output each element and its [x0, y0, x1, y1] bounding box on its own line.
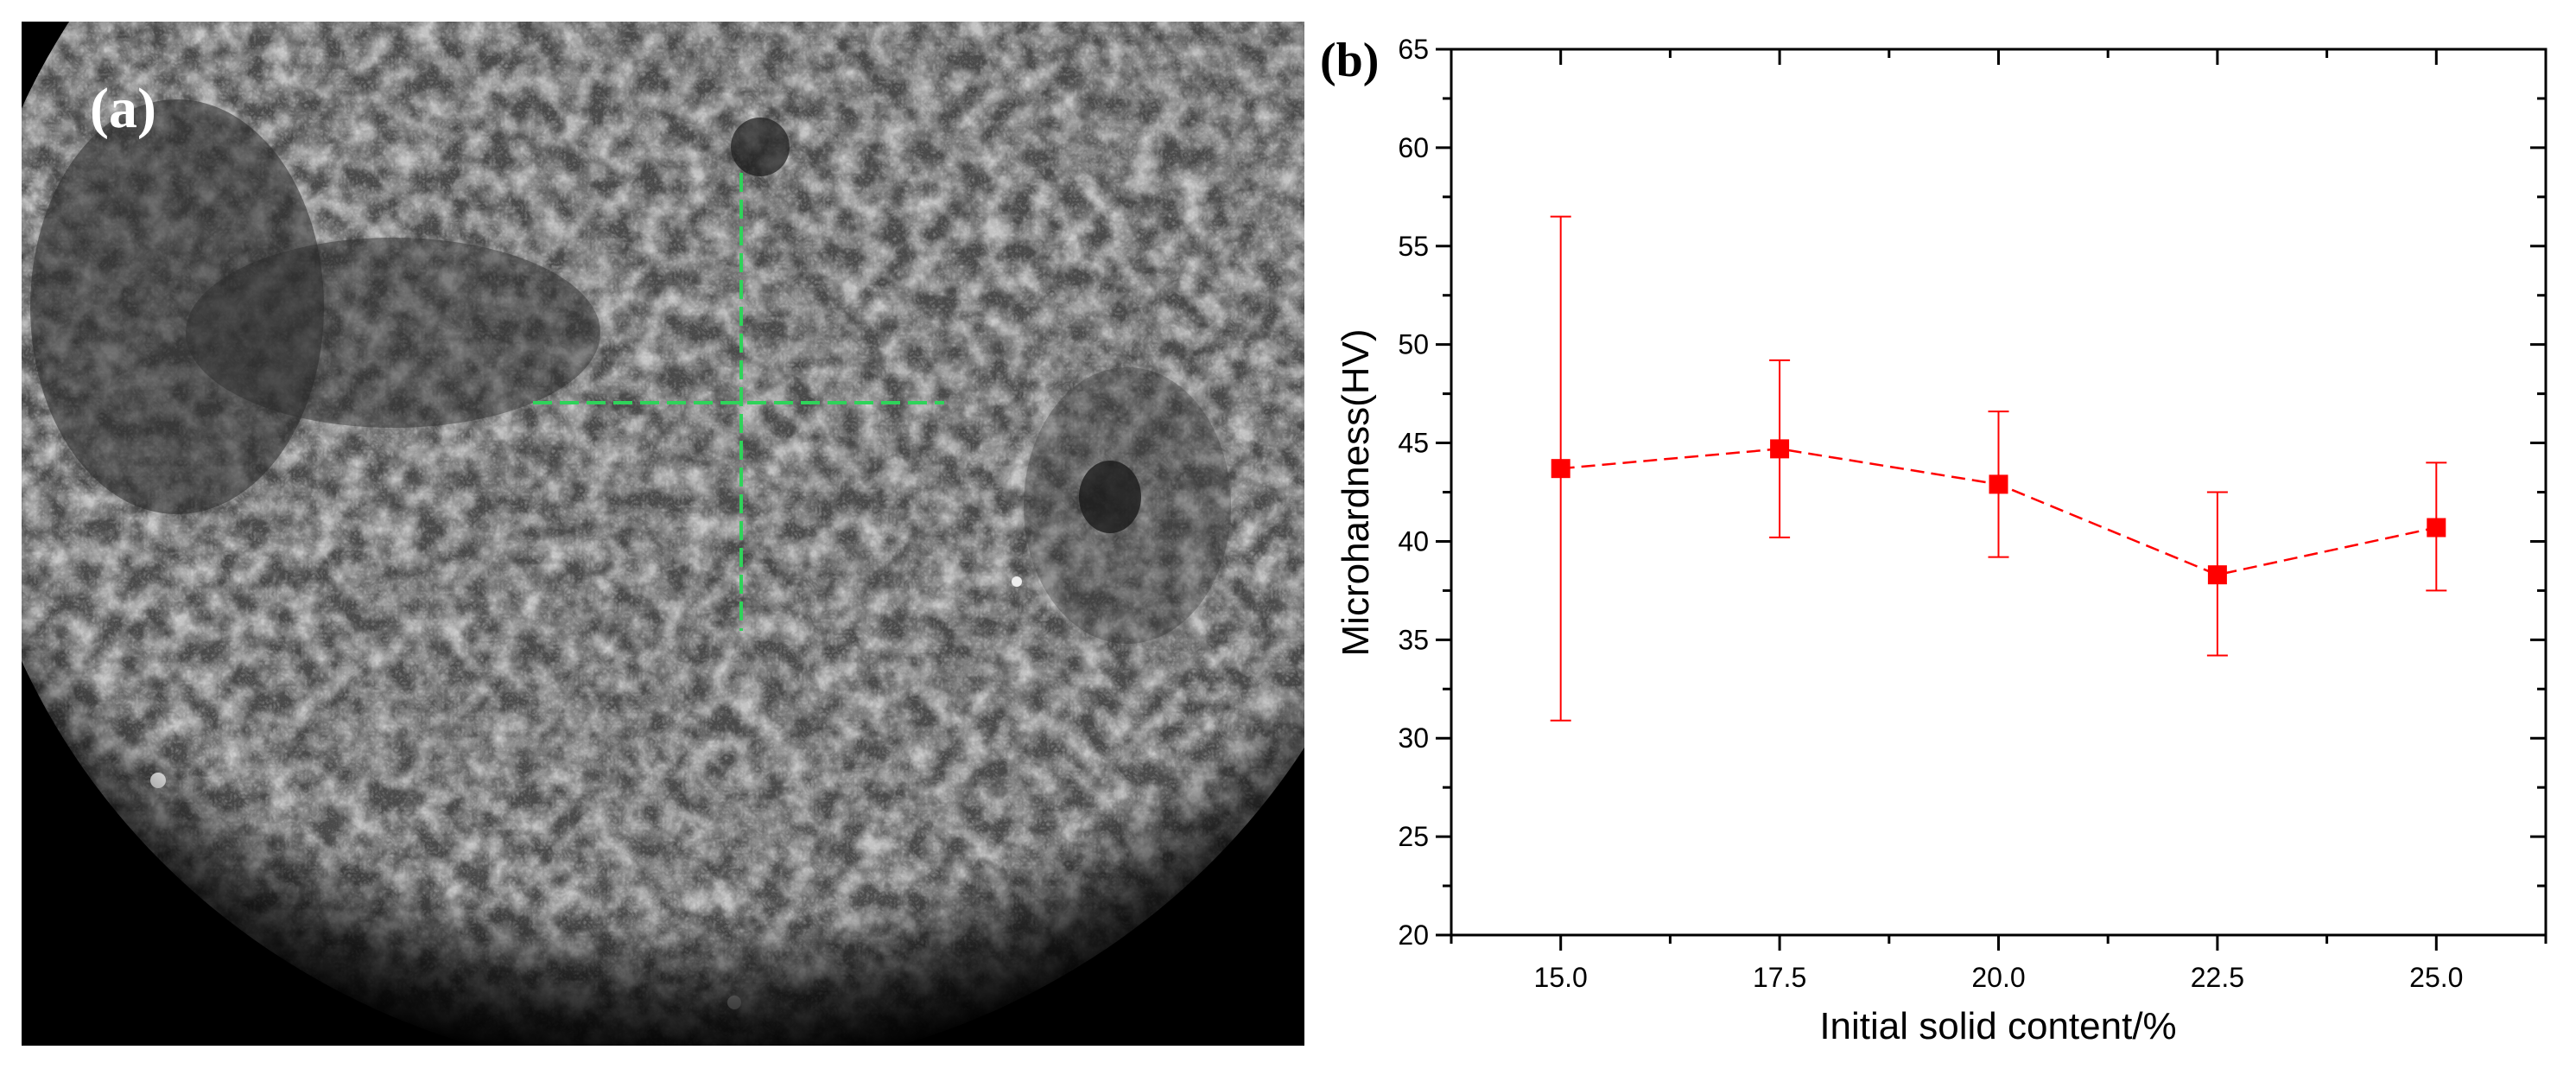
y-axis-ticks: 20 25 30 35 40 45 50 55 60 65	[1398, 34, 2546, 951]
y-tick-label: 65	[1398, 34, 1429, 65]
data-point	[1989, 474, 2008, 494]
data-point	[1770, 439, 1790, 459]
y-tick-label: 25	[1398, 821, 1429, 852]
y-tick-label: 55	[1398, 231, 1429, 262]
panel-b-label: (b)	[1320, 34, 1380, 87]
y-tick-label: 20	[1398, 919, 1429, 951]
data-point	[2427, 518, 2446, 538]
y-tick-label: 40	[1398, 525, 1429, 557]
micrograph-image	[22, 22, 1304, 1046]
data-point	[2207, 565, 2227, 585]
y-axis-title: Microhardness(HV)	[1335, 329, 1377, 657]
data-point	[1551, 459, 1570, 479]
x-tick-label: 15.0	[1534, 962, 1588, 993]
series-layer	[1550, 215, 2447, 722]
y-tick-label: 60	[1398, 132, 1429, 163]
x-tick-label: 17.5	[1753, 962, 1806, 993]
y-tick-label: 45	[1398, 428, 1429, 459]
x-tick-label: 22.5	[2191, 962, 2244, 993]
x-axis-ticks: 15.0 17.5 20.0 22.5 25.0	[1450, 49, 2547, 993]
panel-a-label: (a)	[90, 77, 156, 140]
x-tick-label: 20.0	[1971, 962, 2025, 993]
x-axis-title: Initial solid content/%	[1819, 1005, 2176, 1047]
y-tick-label: 50	[1398, 329, 1429, 360]
y-tick-label: 35	[1398, 624, 1429, 655]
indentation-crosshair	[533, 173, 944, 631]
x-tick-label: 25.0	[2409, 962, 2463, 993]
y-tick-label: 30	[1398, 722, 1429, 754]
